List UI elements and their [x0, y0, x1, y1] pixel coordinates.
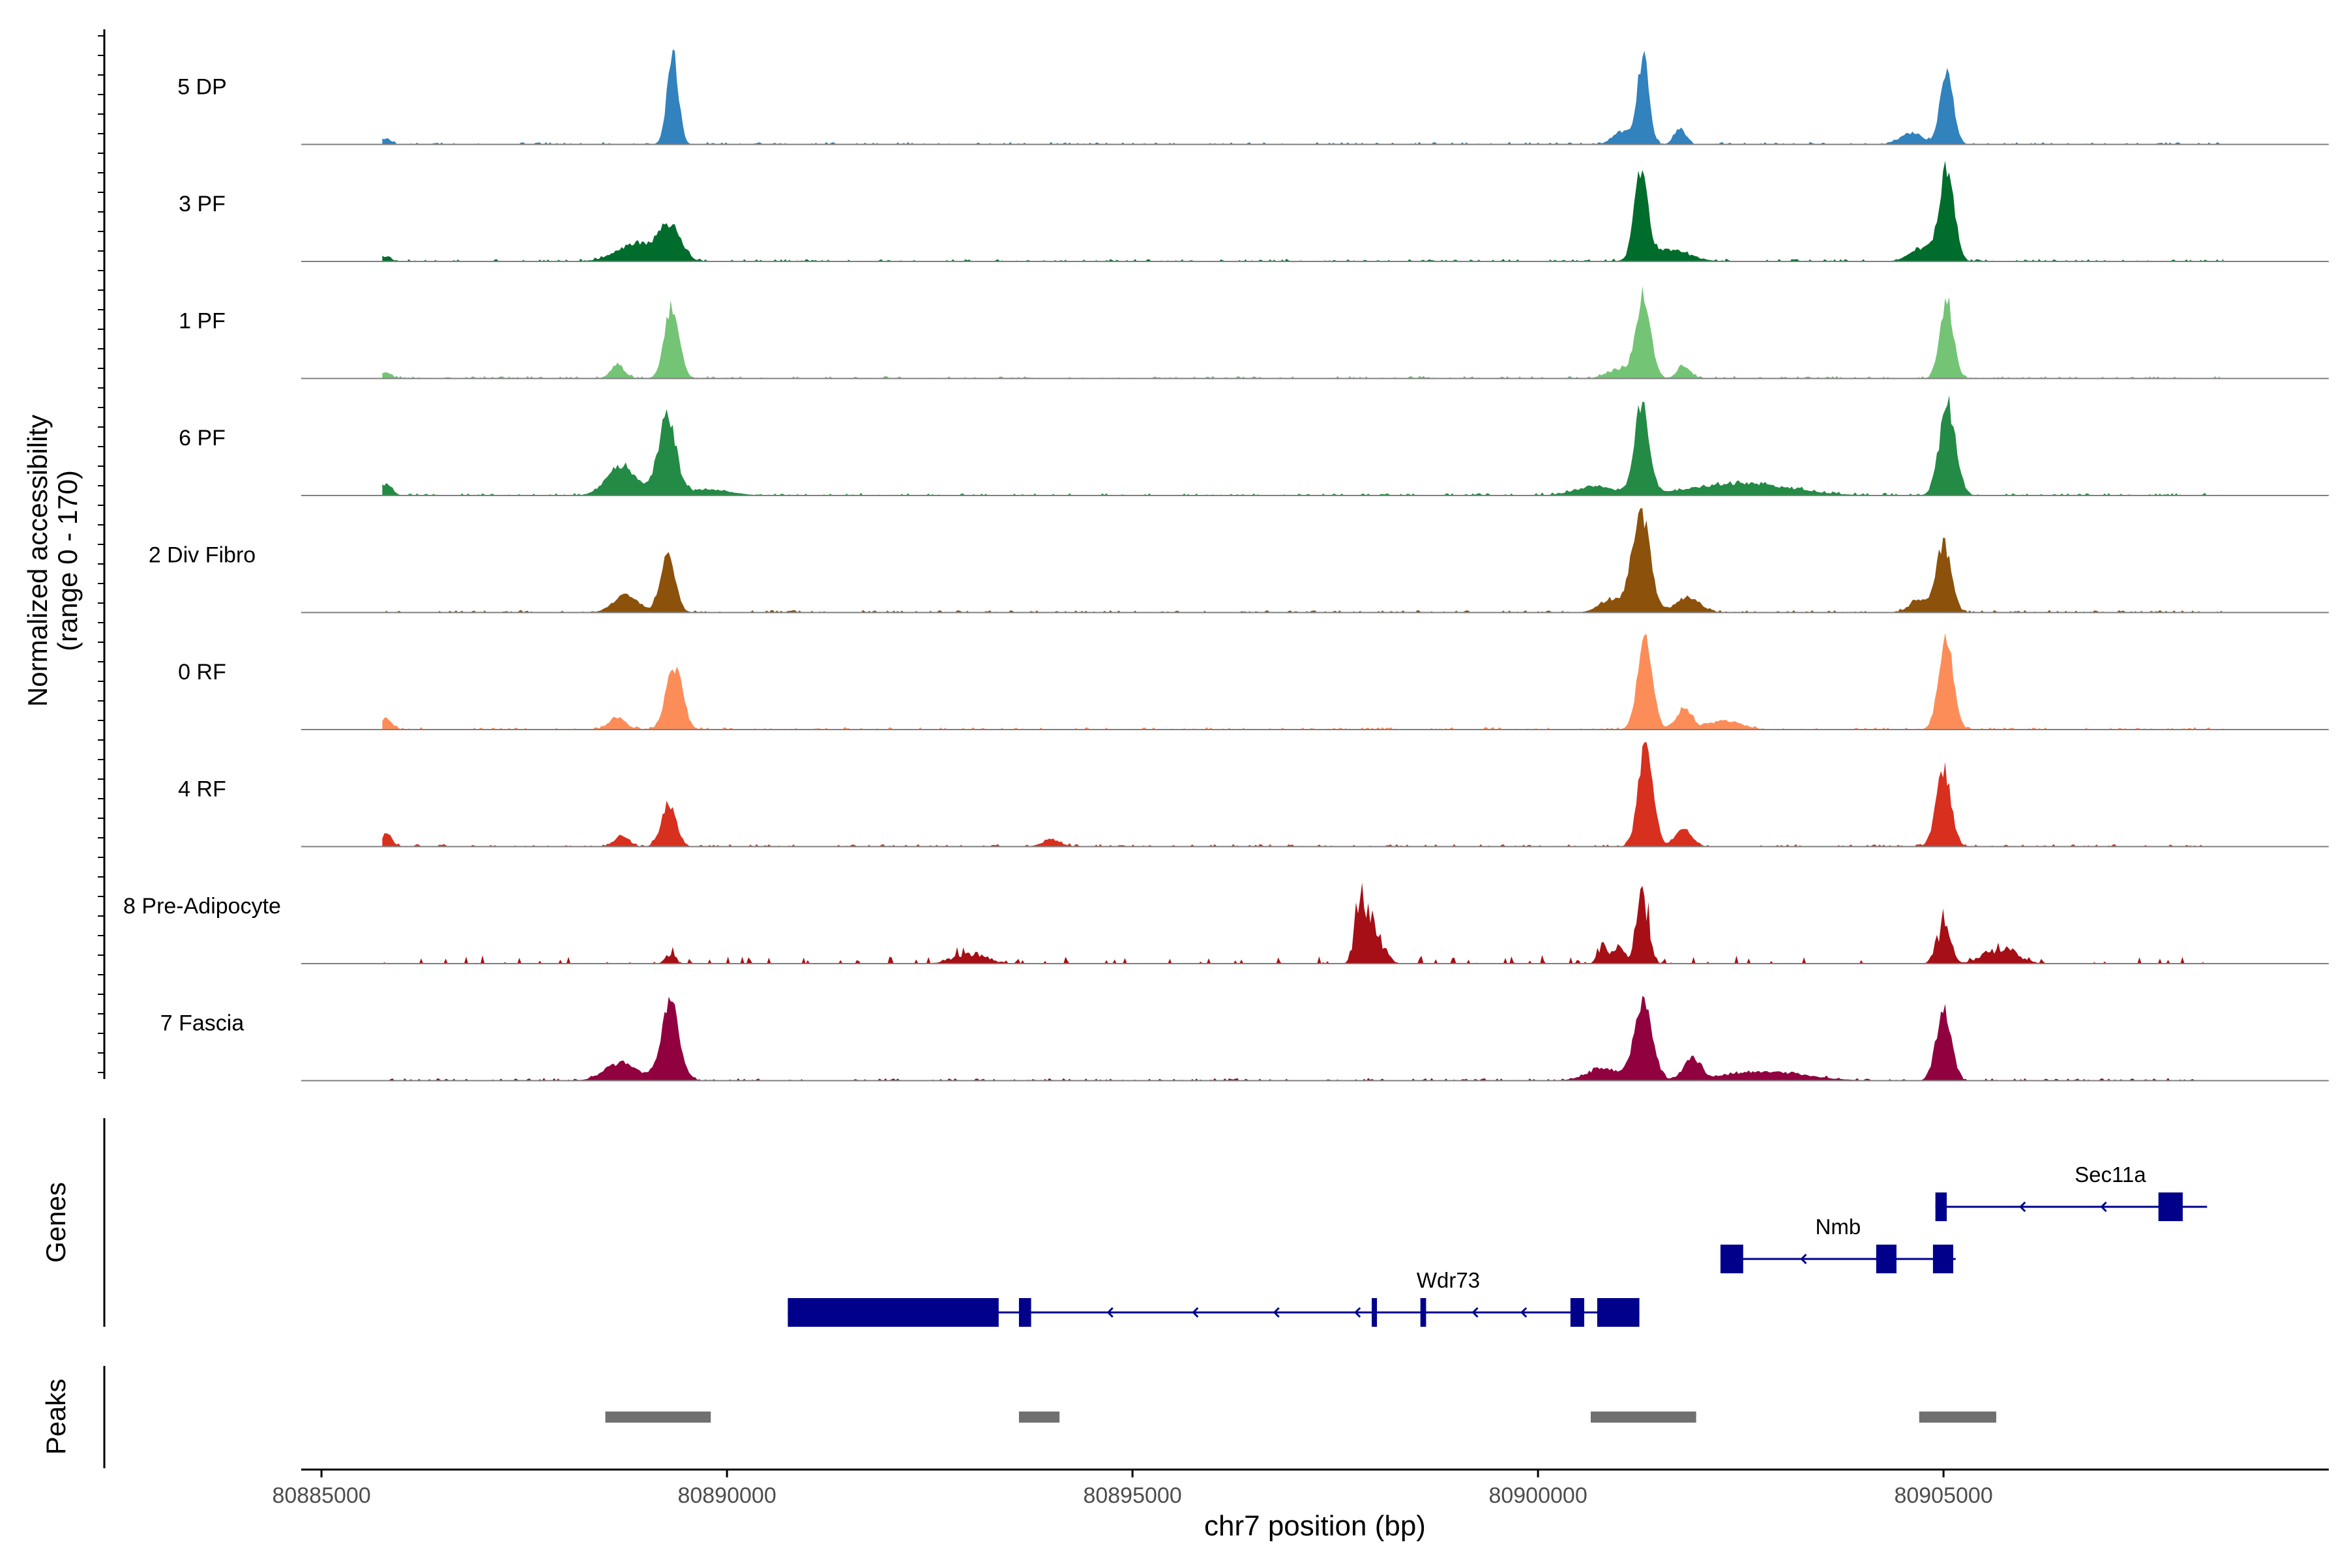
track-5-dp: 5 DP [177, 49, 2329, 145]
gene-wdr73: Wdr73 [788, 1268, 1640, 1327]
x-tick-label: 80905000 [1894, 1483, 1992, 1508]
peak-region-bar [1919, 1412, 1996, 1423]
track-label: 6 PF [179, 426, 226, 451]
strand-arrow [1273, 1307, 1280, 1318]
strand-arrow [1520, 1307, 1528, 1318]
track-0-rf: 0 RF [178, 632, 2329, 730]
x-axis-label: chr7 position (bp) [1204, 1510, 1426, 1542]
track-label: 8 Pre-Adipocyte [123, 894, 281, 919]
gene-exon [1420, 1298, 1426, 1327]
coverage-area [382, 996, 2224, 1081]
peak-region-bar [605, 1412, 711, 1423]
gene-exon [788, 1298, 999, 1327]
track-label: 2 Div Fibro [149, 543, 256, 568]
coverage-area [382, 882, 2224, 964]
track-label: 5 DP [177, 75, 227, 100]
track-4-rf: 4 RF [178, 742, 2329, 848]
peak-region-bar [1590, 1412, 1696, 1423]
coverage-area [382, 632, 2224, 730]
coverage-area [382, 49, 2224, 145]
coverage-area [382, 742, 2224, 847]
track-label: 3 PF [179, 192, 226, 216]
gene-exon [1876, 1245, 1897, 1273]
coverage-area [382, 286, 2224, 379]
gene-exon [1597, 1298, 1640, 1327]
gene-sec11a: Sec11a [1935, 1162, 2207, 1221]
coverage-area [382, 395, 2224, 496]
track-8-pre-adipocyte: 8 Pre-Adipocyte [123, 882, 2329, 964]
x-axis-ticks: 80885000 80890000 80895000 80900000 80905000 [272, 1470, 1993, 1508]
track-7-fascia: 7 Fascia [160, 996, 2329, 1082]
gene-name: Nmb [1816, 1215, 1861, 1239]
x-tick-label: 80900000 [1488, 1483, 1587, 1508]
track-6-pf: 6 PF [179, 395, 2329, 496]
track-label: 1 PF [179, 309, 226, 334]
genes-label: Genes [40, 1182, 71, 1263]
peaks-label: Peaks [40, 1379, 71, 1455]
x-tick-label: 80895000 [1083, 1483, 1181, 1508]
gene-exon [1720, 1245, 1743, 1273]
gene-exon [1372, 1298, 1378, 1327]
gene-nmb: Nmb [1720, 1215, 1956, 1273]
peak-regions [605, 1412, 1996, 1423]
gene-annotations: Wdr73 Nmb Sec11a [788, 1162, 2207, 1327]
strand-arrow [1471, 1307, 1479, 1318]
gene-exon [1018, 1298, 1031, 1327]
strand-arrow [1354, 1307, 1361, 1318]
track-2-div-fibro: 2 Div Fibro [149, 508, 2329, 614]
strand-arrow [2019, 1201, 2026, 1213]
coverage-area [382, 508, 2224, 613]
x-tick-label: 80890000 [677, 1483, 776, 1508]
strand-arrow [1106, 1307, 1114, 1318]
track-label: 0 RF [178, 660, 226, 685]
gene-exon [1935, 1192, 1947, 1221]
peak-region-bar [1018, 1412, 1060, 1423]
y-axis-label-line1: Normalized accessibility [22, 415, 53, 707]
strand-arrow [1800, 1253, 1807, 1265]
strand-arrow [2100, 1201, 2107, 1213]
coverage-area [382, 160, 2224, 261]
track-label: 4 RF [178, 777, 226, 802]
gene-exon [1570, 1298, 1585, 1327]
gene-exon [1932, 1245, 1954, 1273]
coverage-tracks: 5 DP 3 PF 1 PF 6 PF 2 Div Fibro 0 RF 4 RF 8 Pre… [123, 49, 2329, 1082]
gene-name: Sec11a [2074, 1162, 2146, 1187]
track-1-pf: 1 PF [179, 286, 2329, 379]
x-tick-label: 80885000 [272, 1483, 370, 1508]
strand-arrow [1192, 1307, 1199, 1318]
y-axis-label-line2: (range 0 - 170) [52, 470, 83, 651]
gene-name: Wdr73 [1417, 1268, 1480, 1292]
track-3-pf: 3 PF [179, 160, 2329, 262]
gene-exon [2158, 1192, 2183, 1221]
coverage-y-ticks [98, 35, 104, 1073]
track-label: 7 Fascia [160, 1011, 244, 1036]
